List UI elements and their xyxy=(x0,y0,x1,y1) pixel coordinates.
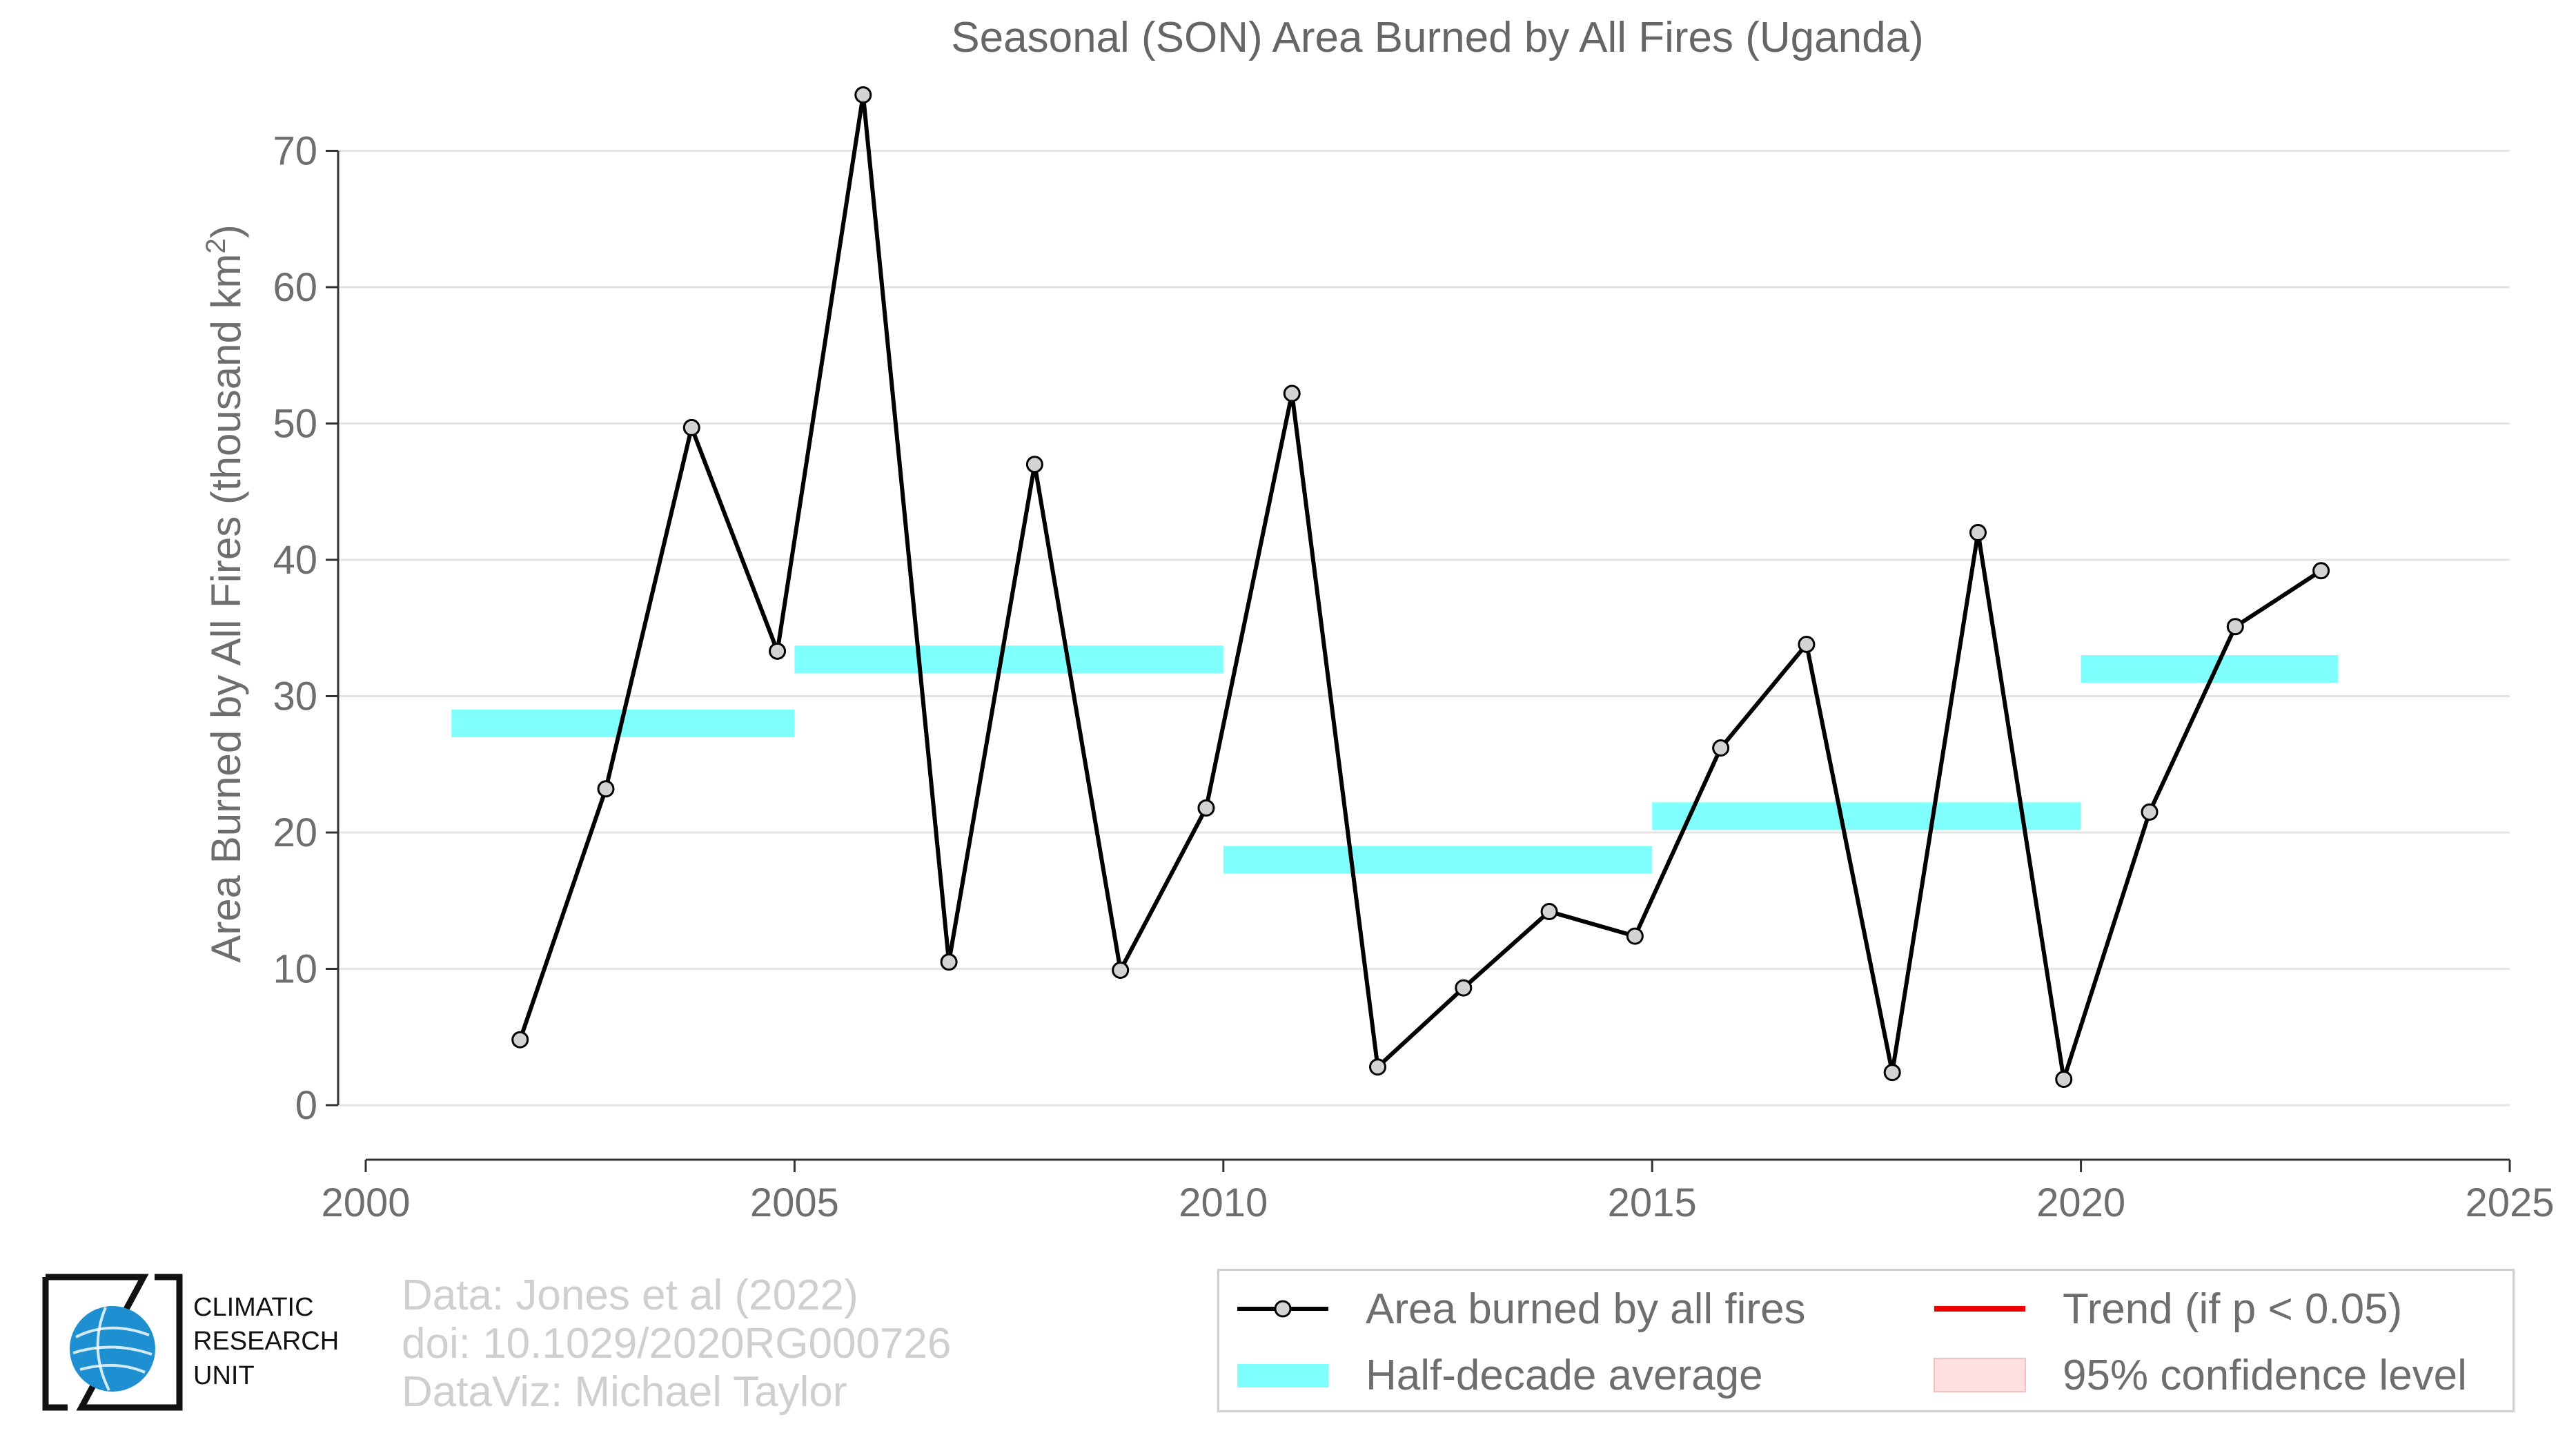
chart-title: Seasonal (SON) Area Burned by All Fires … xyxy=(951,14,1923,61)
data-point xyxy=(2226,618,2244,636)
data-point xyxy=(2312,562,2330,580)
x-tick-label: 2020 xyxy=(2036,1180,2125,1225)
legend-label: Area burned by all fires xyxy=(1366,1285,1806,1333)
y-axis-label: Area Burned by All Fires (thousand km2) xyxy=(201,224,249,962)
y-tick-label: 40 xyxy=(273,538,317,583)
data-point xyxy=(769,642,787,660)
logo-line-2: RESEARCH xyxy=(193,1327,340,1356)
y-tick-label: 30 xyxy=(273,674,317,719)
half-decade-average-bars xyxy=(451,645,2339,874)
y-tick-label: 60 xyxy=(273,265,317,310)
legend-key-line-marker xyxy=(1235,1281,1331,1336)
y-axis-label-close: ) xyxy=(203,224,249,238)
series-area-burned xyxy=(511,86,2330,1088)
data-point xyxy=(597,780,615,798)
legend-key-box xyxy=(1931,1347,2028,1403)
data-point xyxy=(1283,384,1301,402)
legend-item-confidence: 95% confidence level xyxy=(1931,1347,2467,1403)
y-axis-label-superscript: 2 xyxy=(201,238,231,253)
data-point xyxy=(682,418,700,436)
half-decade-average-bar xyxy=(794,645,1223,674)
y-axis-label-text: Area Burned by All Fires (thousand km xyxy=(203,254,249,963)
legend-item-half-decade: Half-decade average xyxy=(1235,1347,1763,1403)
legend-item-trend: Trend (if p < 0.05) xyxy=(1931,1281,2402,1336)
x-tick-label: 2000 xyxy=(321,1180,410,1225)
data-point xyxy=(1455,979,1473,997)
data-point xyxy=(1369,1058,1387,1076)
data-point xyxy=(940,953,958,971)
legend: Area burned by all fires Trend (if p < 0… xyxy=(1217,1269,2515,1412)
legend-key-bar xyxy=(1235,1347,1331,1403)
x-tick-label: 2015 xyxy=(1608,1180,1697,1225)
data-point xyxy=(1798,635,1816,653)
logo-line-3: UNIT xyxy=(193,1361,255,1390)
legend-label: Half-decade average xyxy=(1366,1351,1763,1399)
gridlines xyxy=(338,150,2510,1107)
data-point xyxy=(1626,927,1644,945)
data-point xyxy=(1540,903,1558,921)
data-point xyxy=(511,1031,529,1049)
data-point xyxy=(1197,799,1215,817)
y-tick-label: 0 xyxy=(295,1083,317,1128)
y-tick-label: 70 xyxy=(273,129,317,174)
logo-line-1: CLIMATIC xyxy=(193,1293,314,1322)
data-point xyxy=(1025,456,1043,474)
cru-logo-mark xyxy=(42,1274,183,1411)
credit-dataviz: DataViz: Michael Taylor xyxy=(402,1368,847,1416)
x-tick-label: 2010 xyxy=(1179,1180,1268,1225)
series-line xyxy=(518,92,2323,1082)
x-tick-label: 2025 xyxy=(2465,1180,2554,1225)
legend-key-line xyxy=(1931,1281,2028,1336)
data-point xyxy=(1883,1064,1901,1082)
data-point xyxy=(2055,1070,2073,1088)
chart: Seasonal (SON) Area Burned by All Fires … xyxy=(201,14,2555,1226)
credit-data-source: Data: Jones et al (2022) xyxy=(402,1272,858,1319)
x-tick-label: 2005 xyxy=(750,1180,839,1225)
cru-logo-text: CLIMATIC RESEARCH UNIT xyxy=(193,1291,339,1393)
data-point xyxy=(1712,739,1730,757)
y-tick-label: 10 xyxy=(273,947,317,992)
half-decade-average-bar xyxy=(1223,846,1653,874)
data-credits: Data: Jones et al (2022) doi: 10.1029/20… xyxy=(402,1272,951,1416)
y-tick-label: 20 xyxy=(273,810,317,855)
data-point xyxy=(1112,961,1130,979)
data-point xyxy=(854,86,872,104)
globe-icon xyxy=(70,1306,155,1392)
data-point xyxy=(2141,803,2159,821)
legend-label: 95% confidence level xyxy=(2063,1351,2467,1399)
legend-label: Trend (if p < 0.05) xyxy=(2063,1285,2403,1333)
cru-logo xyxy=(40,1272,185,1413)
legend-item-area-burned: Area burned by all fires xyxy=(1235,1281,1806,1336)
data-point xyxy=(1969,524,1987,541)
credit-doi: doi: 10.1029/2020RG000726 xyxy=(402,1320,952,1368)
half-decade-average-bar xyxy=(1652,802,2081,830)
axes: 0 10 20 30 40 50 60 70 2000 2005 2010 2015 2020 2025 xyxy=(273,129,2554,1226)
y-tick-label: 50 xyxy=(273,402,317,447)
